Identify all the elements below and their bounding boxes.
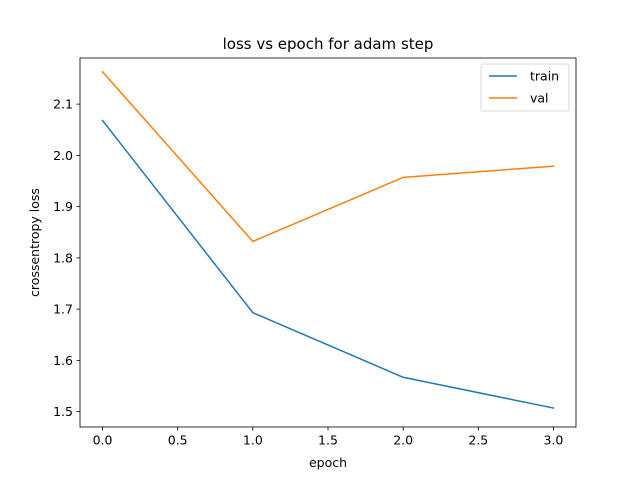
x-tick-label: 2.5 <box>468 433 488 448</box>
x-tick-label: 1.0 <box>243 433 263 448</box>
legend: train val <box>480 63 570 112</box>
x-axis-label: epoch <box>309 455 347 470</box>
x-tick-label: 2.0 <box>393 433 413 448</box>
x-tick-label: 3.0 <box>544 433 564 448</box>
y-tick-label: 1.7 <box>53 302 73 317</box>
legend-label-val: val <box>530 91 549 106</box>
plot-lines <box>101 70 555 409</box>
y-tick-label: 1.9 <box>53 199 73 214</box>
x-tick-label: 0.0 <box>93 433 113 448</box>
series-line-val <box>101 70 555 243</box>
x-tick-label: 1.5 <box>318 433 338 448</box>
plot-frame <box>79 57 577 428</box>
series-line-train <box>101 119 555 409</box>
legend-label-train: train <box>530 69 559 84</box>
y-tick-label: 2.1 <box>53 97 73 112</box>
y-tick-label: 1.8 <box>53 250 73 265</box>
y-axis-label: crossentropy loss <box>27 188 42 297</box>
y-tick-label: 1.6 <box>53 353 73 368</box>
axis-ticks: 0.0 0.5 1.0 1.5 2.0 2.5 3.0 1.5 1.6 1.7 1.8 1.9 2.0 2… <box>53 97 563 448</box>
y-tick-label: 1.5 <box>53 404 73 419</box>
chart-title: loss vs epoch for adam step <box>223 35 434 53</box>
x-tick-label: 0.5 <box>168 433 188 448</box>
y-tick-label: 2.0 <box>53 148 73 163</box>
